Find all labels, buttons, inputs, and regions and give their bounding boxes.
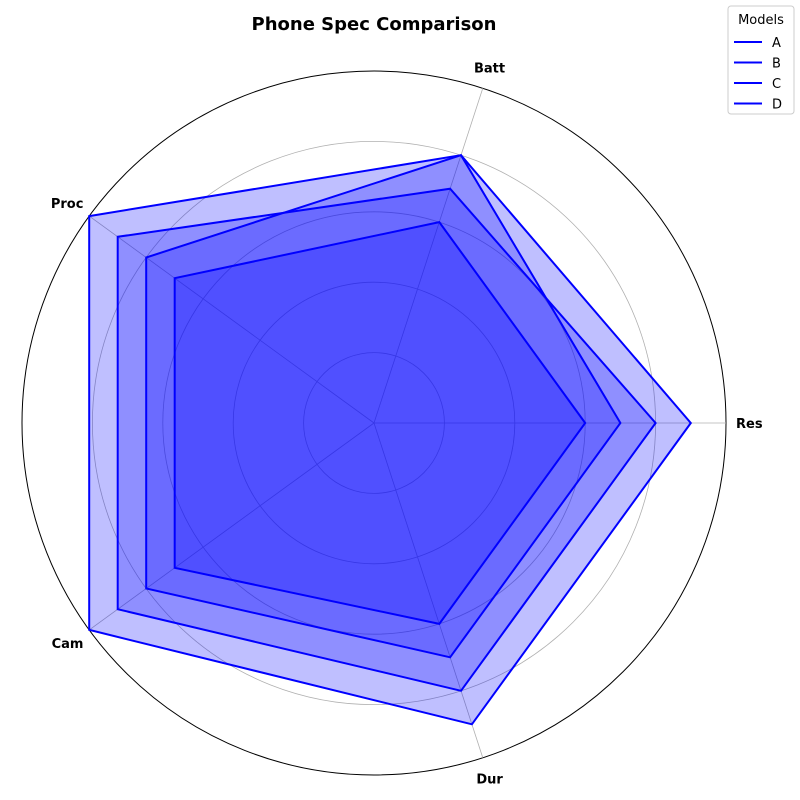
legend-box — [727, 5, 795, 115]
axis-labels: Res Batt Proc Cam Dur — [51, 61, 763, 787]
legend-label-c: C — [772, 77, 781, 92]
grid-spoke — [373, 88, 484, 424]
axis-label-dur: Dur — [476, 773, 503, 788]
grid-spoke — [88, 422, 375, 631]
series-b-polygon — [116, 187, 657, 692]
legend-label-b: B — [772, 57, 781, 72]
series-d-polygon — [173, 220, 587, 626]
axis-label-proc: Proc — [51, 197, 84, 212]
grid-spoke — [373, 422, 484, 758]
legend-label-d: D — [772, 98, 782, 113]
axis-label-batt: Batt — [474, 61, 505, 76]
grid-spoke — [88, 215, 375, 424]
axis-label-cam: Cam — [52, 637, 84, 652]
radar-series — [88, 154, 693, 726]
axis-label-res: Res — [736, 417, 763, 432]
legend-label-a: A — [772, 36, 781, 51]
legend-title: Models — [738, 13, 784, 28]
series-c-polygon — [145, 154, 622, 659]
chart-title: Phone Spec Comparison — [252, 14, 497, 35]
